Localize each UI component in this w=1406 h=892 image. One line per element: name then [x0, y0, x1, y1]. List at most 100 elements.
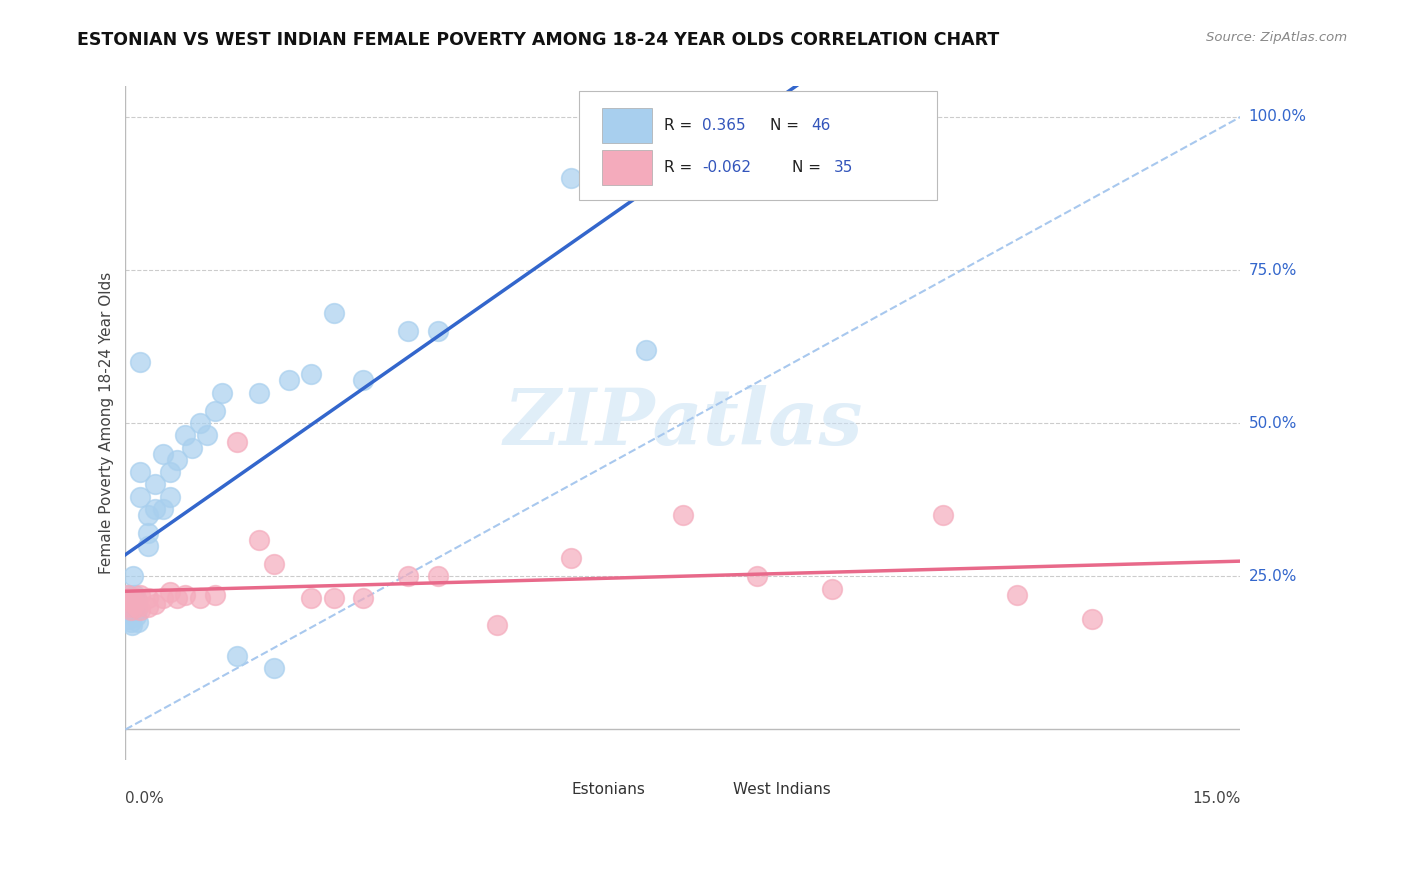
Point — [486, 618, 509, 632]
Point — [124, 599, 146, 614]
Point — [204, 588, 226, 602]
Point — [127, 603, 149, 617]
Point — [120, 606, 142, 620]
Point — [166, 591, 188, 605]
Point — [136, 526, 159, 541]
Y-axis label: Female Poverty Among 18-24 Year Olds: Female Poverty Among 18-24 Year Olds — [100, 272, 114, 574]
Text: Source: ZipAtlas.com: Source: ZipAtlas.com — [1206, 31, 1347, 45]
Text: Estonians: Estonians — [571, 781, 645, 797]
Text: 25.0%: 25.0% — [1249, 569, 1296, 584]
Point — [118, 594, 141, 608]
Point — [129, 490, 152, 504]
Point — [117, 588, 139, 602]
Text: R =: R = — [664, 160, 692, 175]
Point — [120, 603, 142, 617]
Point — [121, 618, 143, 632]
Point — [166, 453, 188, 467]
Point — [125, 591, 148, 605]
Text: 0.365: 0.365 — [702, 118, 745, 133]
Point — [396, 569, 419, 583]
Point — [560, 171, 582, 186]
Point — [932, 508, 955, 522]
Point — [396, 324, 419, 338]
Text: 50.0%: 50.0% — [1249, 416, 1296, 431]
Point — [115, 591, 138, 605]
Point — [426, 569, 449, 583]
Text: 35: 35 — [834, 160, 853, 175]
Point — [129, 603, 152, 617]
Point — [117, 588, 139, 602]
Point — [1080, 612, 1102, 626]
Point — [118, 599, 141, 614]
Point — [159, 465, 181, 479]
Point — [352, 373, 374, 387]
Point — [152, 447, 174, 461]
Point — [159, 490, 181, 504]
Point — [247, 533, 270, 547]
Text: ESTONIAN VS WEST INDIAN FEMALE POVERTY AMONG 18-24 YEAR OLDS CORRELATION CHART: ESTONIAN VS WEST INDIAN FEMALE POVERTY A… — [77, 31, 1000, 49]
Point — [125, 594, 148, 608]
Point — [152, 591, 174, 605]
Point — [122, 569, 145, 583]
Text: N =: N = — [792, 160, 821, 175]
Point — [672, 508, 695, 522]
Point — [299, 368, 322, 382]
Text: N =: N = — [770, 118, 799, 133]
Point — [188, 591, 211, 605]
Point — [322, 306, 344, 320]
Point — [188, 416, 211, 430]
Point — [127, 599, 149, 614]
Point — [115, 591, 138, 605]
Point — [129, 465, 152, 479]
Text: 100.0%: 100.0% — [1249, 110, 1306, 125]
Point — [159, 584, 181, 599]
Point — [204, 404, 226, 418]
Text: 46: 46 — [811, 118, 831, 133]
Point — [747, 569, 769, 583]
Point — [195, 428, 218, 442]
Point — [226, 648, 249, 663]
Point — [117, 612, 139, 626]
Point — [226, 434, 249, 449]
Text: 75.0%: 75.0% — [1249, 262, 1296, 277]
Point — [118, 599, 141, 614]
FancyBboxPatch shape — [579, 91, 936, 200]
Point — [122, 591, 145, 605]
Point — [263, 557, 285, 571]
Point — [211, 385, 233, 400]
Point — [322, 591, 344, 605]
Point — [299, 591, 322, 605]
Point — [129, 588, 152, 602]
Point — [124, 588, 146, 602]
Point — [1007, 588, 1029, 602]
Point — [152, 502, 174, 516]
Point — [143, 477, 166, 491]
Text: 15.0%: 15.0% — [1192, 790, 1240, 805]
Point — [136, 508, 159, 522]
Point — [127, 615, 149, 630]
Point — [560, 551, 582, 566]
Point — [129, 355, 152, 369]
Point — [136, 539, 159, 553]
FancyBboxPatch shape — [602, 108, 651, 143]
Point — [634, 343, 657, 357]
Point — [263, 661, 285, 675]
Point — [247, 385, 270, 400]
Text: ZIPatlas: ZIPatlas — [503, 385, 862, 461]
Point — [352, 591, 374, 605]
Point — [426, 324, 449, 338]
Point — [136, 599, 159, 614]
Point — [181, 441, 204, 455]
Point — [143, 597, 166, 611]
FancyBboxPatch shape — [695, 779, 725, 799]
Point — [122, 594, 145, 608]
Point — [174, 588, 197, 602]
Text: -0.062: -0.062 — [702, 160, 751, 175]
Point — [143, 502, 166, 516]
Point — [136, 591, 159, 605]
Point — [120, 615, 142, 630]
FancyBboxPatch shape — [533, 779, 564, 799]
Point — [820, 582, 842, 596]
Point — [174, 428, 197, 442]
Text: 0.0%: 0.0% — [125, 790, 165, 805]
